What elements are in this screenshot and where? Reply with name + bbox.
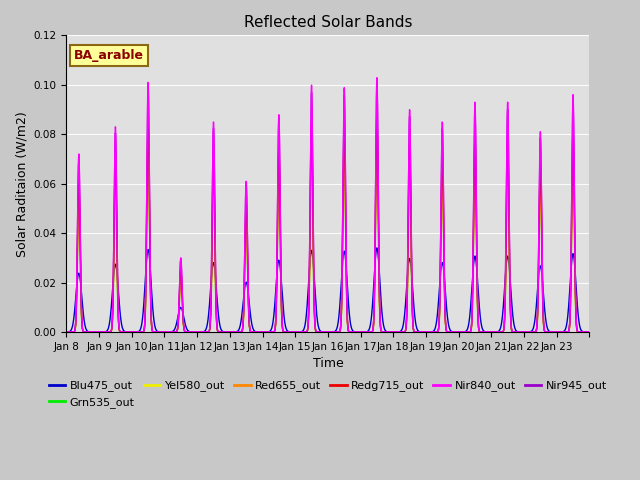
Nir840_out [580,329,588,335]
X-axis label: Time: Time [312,357,343,370]
Nir945_out [170,329,177,335]
Grn535_out [63,329,70,335]
Text: BA_arable: BA_arable [74,49,144,62]
Nir945_out [506,254,513,260]
Nir840_out [373,75,381,81]
Grn535_out [441,307,449,313]
Redg715_out [474,320,482,325]
Grn535_out [170,329,177,335]
Title: Reflected Solar Bands: Reflected Solar Bands [244,15,412,30]
Grn535_out [474,321,482,327]
Y-axis label: Solar Raditaion (W/m2): Solar Raditaion (W/m2) [15,111,28,256]
Red655_out [63,329,70,335]
Nir945_out [580,329,588,335]
Nir945_out [586,329,593,335]
Red655_out [373,126,381,132]
Redg715_out [63,329,70,335]
Nir840_out [170,329,177,335]
Red655_out [506,268,513,274]
Yel580_out [395,329,403,335]
Yel580_out [373,136,381,142]
Yel580_out [506,271,513,276]
Yel580_out [580,329,588,335]
Redg715_out [373,113,381,119]
Blu475_out [580,329,588,335]
Blu475_out [395,329,403,335]
Blu475_out [373,245,381,251]
Redg715_out [395,329,403,335]
Blu475_out [586,329,593,335]
Redg715_out [441,303,449,309]
Blu475_out [63,329,70,335]
Redg715_out [586,329,593,335]
Grn535_out [395,329,403,335]
Grn535_out [506,274,513,279]
Redg715_out [506,264,513,270]
Line: Grn535_out: Grn535_out [67,149,589,332]
Redg715_out [580,329,588,335]
Nir840_out [63,329,70,335]
Nir840_out [474,318,482,324]
Red655_out [586,329,593,335]
Nir945_out [395,329,403,335]
Red655_out [474,321,482,326]
Blu475_out [441,282,449,288]
Line: Yel580_out: Yel580_out [67,139,589,332]
Yel580_out [441,306,449,312]
Nir840_out [395,329,403,335]
Blu475_out [474,288,482,293]
Grn535_out [580,329,588,335]
Line: Redg715_out: Redg715_out [67,116,589,332]
Red655_out [580,329,588,335]
Line: Nir945_out: Nir945_out [67,85,589,332]
Nir840_out [441,299,449,304]
Yel580_out [63,329,70,335]
Blu475_out [170,328,177,334]
Red655_out [441,305,449,311]
Red655_out [170,329,177,335]
Redg715_out [170,329,177,335]
Nir945_out [441,300,449,305]
Yel580_out [474,321,482,326]
Nir840_out [506,252,513,258]
Legend: Blu475_out, Grn535_out, Yel580_out, Red655_out, Redg715_out, Nir840_out, Nir945_: Blu475_out, Grn535_out, Yel580_out, Red6… [44,376,611,412]
Nir840_out [586,329,593,335]
Line: Nir840_out: Nir840_out [67,78,589,332]
Line: Blu475_out: Blu475_out [67,248,589,332]
Nir945_out [63,329,70,335]
Yel580_out [170,329,177,335]
Grn535_out [586,329,593,335]
Red655_out [395,329,403,335]
Blu475_out [506,268,513,274]
Nir945_out [474,319,482,324]
Line: Red655_out: Red655_out [67,129,589,332]
Nir945_out [373,83,381,88]
Yel580_out [586,329,593,335]
Grn535_out [373,146,381,152]
